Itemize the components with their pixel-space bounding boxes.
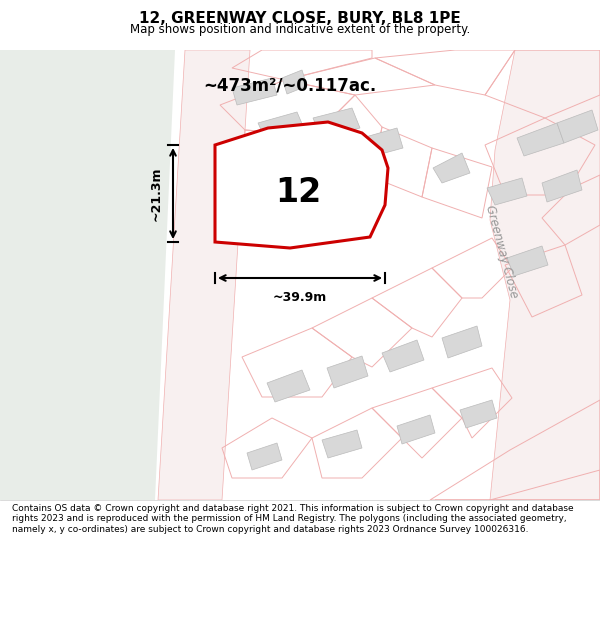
Polygon shape [158, 50, 250, 500]
Text: Contains OS data © Crown copyright and database right 2021. This information is : Contains OS data © Crown copyright and d… [12, 504, 574, 534]
Polygon shape [282, 70, 307, 94]
Text: Map shows position and indicative extent of the property.: Map shows position and indicative extent… [130, 23, 470, 36]
Polygon shape [517, 123, 564, 156]
Polygon shape [397, 415, 435, 444]
Text: ~21.3m: ~21.3m [150, 166, 163, 221]
Polygon shape [215, 122, 388, 248]
Polygon shape [442, 326, 482, 358]
Polygon shape [507, 246, 548, 276]
Polygon shape [313, 108, 360, 137]
Polygon shape [460, 400, 497, 428]
Polygon shape [232, 78, 277, 105]
Text: 12: 12 [275, 176, 321, 209]
Text: Greenway Close: Greenway Close [484, 204, 521, 300]
Text: 12, GREENWAY CLOSE, BURY, BL8 1PE: 12, GREENWAY CLOSE, BURY, BL8 1PE [139, 11, 461, 26]
Text: ~39.9m: ~39.9m [273, 291, 327, 304]
Polygon shape [487, 178, 527, 205]
Polygon shape [433, 153, 470, 183]
Polygon shape [267, 370, 310, 402]
Polygon shape [382, 340, 424, 372]
Text: ~473m²/~0.117ac.: ~473m²/~0.117ac. [203, 77, 377, 95]
Polygon shape [247, 443, 282, 470]
Polygon shape [327, 356, 368, 388]
Polygon shape [435, 50, 600, 500]
Polygon shape [258, 112, 306, 143]
Polygon shape [0, 50, 175, 500]
Polygon shape [322, 430, 362, 458]
Polygon shape [557, 110, 598, 143]
Polygon shape [362, 128, 403, 157]
Polygon shape [542, 170, 582, 202]
